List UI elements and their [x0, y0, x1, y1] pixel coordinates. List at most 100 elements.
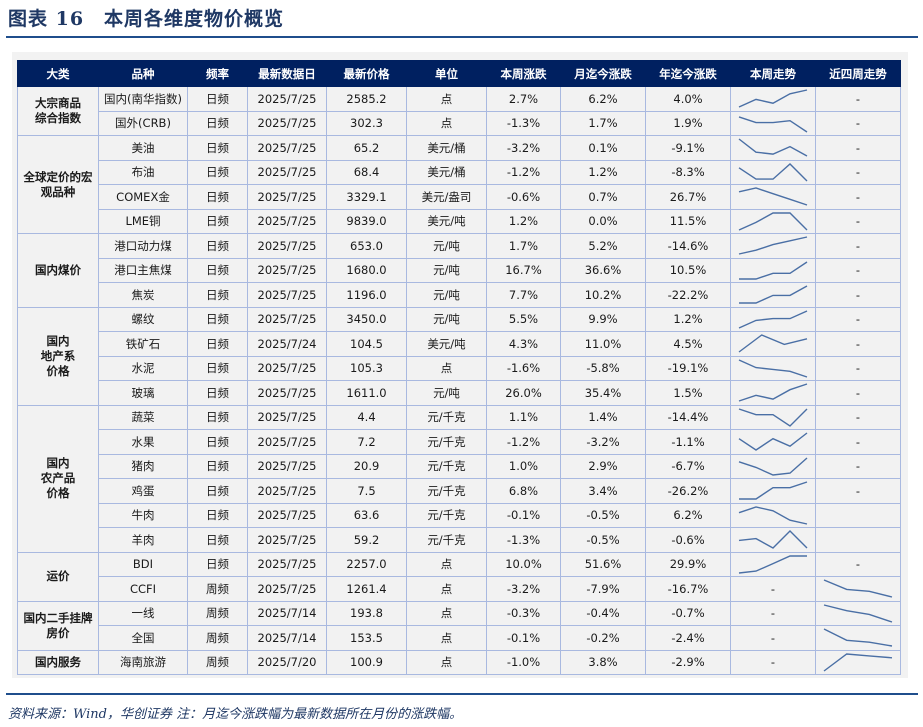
table-row: 水果 日频 2025/7/25 7.2 元/千克 -1.2% -3.2% -1.1% -	[18, 429, 901, 455]
weekly-trend-cell	[730, 135, 816, 161]
four-week-trend-cell: -	[815, 478, 901, 504]
item-cell: 国外(CRB)	[98, 110, 188, 136]
table-row: 全球定价的宏 观品种 美油 日频 2025/7/25 65.2 美元/桶 -3.2% 0.1% -…	[17, 135, 901, 234]
date-cell: 2025/7/25	[247, 453, 327, 479]
sparkline-icon	[823, 628, 893, 647]
weekly-trend-cell	[730, 453, 816, 479]
mtd-change-cell: 0.0%	[560, 208, 646, 234]
frequency-cell: 日频	[187, 355, 248, 381]
weekly-trend-cell	[730, 478, 816, 504]
four-week-trend-cell: -	[815, 551, 901, 577]
date-cell: 2025/7/25	[247, 527, 327, 553]
category-cell: 国内 地产系 价格	[17, 306, 99, 406]
date-cell: 2025/7/25	[247, 576, 327, 602]
ytd-change-cell: 1.9%	[645, 110, 731, 136]
unit-cell: 点	[406, 576, 487, 602]
weekly-change-cell: 26.0%	[486, 380, 561, 406]
mtd-change-cell: 9.9%	[560, 306, 646, 332]
date-cell: 2025/7/25	[247, 159, 327, 185]
ytd-change-cell: 4.0%	[645, 86, 731, 112]
frequency-cell: 周频	[187, 600, 248, 626]
weekly-change-cell: -1.6%	[486, 355, 561, 381]
unit-cell: 点	[406, 625, 487, 651]
four-week-trend-cell: -	[815, 208, 901, 234]
source-note: 资料来源：Wind，华创证券 注：月迄今涨跌幅为最新数据所在月份的涨跌幅。	[8, 707, 463, 722]
price-cell: 1196.0	[326, 282, 407, 308]
category-label-line: 综合指数	[35, 111, 81, 125]
four-week-trend-cell: -	[815, 331, 901, 357]
mtd-change-cell: 6.2%	[560, 86, 646, 112]
price-cell: 65.2	[326, 135, 407, 161]
item-cell: LME铜	[98, 208, 188, 234]
price-cell: 1680.0	[326, 257, 407, 283]
category-label-line: 国内煤价	[35, 262, 81, 277]
sparkline-icon	[738, 187, 808, 206]
date-cell: 2025/7/25	[247, 208, 327, 234]
category-cell: 国内 农产品 价格	[17, 404, 99, 553]
price-cell: 68.4	[326, 159, 407, 185]
col-header-category: 大类	[17, 60, 99, 87]
mtd-change-cell: 10.2%	[560, 282, 646, 308]
price-cell: 153.5	[326, 625, 407, 651]
ytd-change-cell: -0.7%	[645, 600, 731, 626]
four-week-trend-cell: -	[815, 380, 901, 406]
weekly-trend-cell	[730, 551, 816, 577]
sparkline-icon	[738, 555, 807, 574]
weekly-trend-cell	[730, 331, 816, 357]
frequency-cell: 周频	[187, 576, 248, 602]
table-row: 国内二手挂牌 房价 一线 周频 2025/7/14 193.8 点 -0.3% -0.4% -0.…	[17, 600, 901, 651]
frequency-cell: 日频	[187, 86, 248, 112]
price-cell: 3329.1	[326, 184, 407, 210]
weekly-trend-cell	[730, 282, 816, 308]
frequency-cell: 日频	[187, 257, 248, 283]
category-cell: 国内服务	[17, 649, 99, 675]
four-week-trend-cell: -	[815, 355, 901, 381]
weekly-trend-cell	[730, 429, 816, 455]
price-cell: 653.0	[326, 233, 407, 259]
price-cell: 302.3	[326, 110, 407, 136]
table-row: LME铜 日频 2025/7/25 9839.0 美元/吨 1.2% 0.0% 11.5% -	[18, 208, 901, 234]
table-row: 国外(CRB) 日频 2025/7/25 302.3 点 -1.3% 1.7% 1.9% -	[18, 110, 901, 136]
price-cell: 2257.0	[326, 551, 407, 577]
category-label-line: 价格	[46, 486, 70, 500]
sparkline-icon	[823, 653, 893, 672]
table-row: 水泥 日频 2025/7/25 105.3 点 -1.6% -5.8% -19.1% -	[18, 355, 901, 381]
mtd-change-cell: -7.9%	[560, 576, 646, 602]
item-cell: 全国	[98, 625, 188, 651]
frequency-cell: 日频	[187, 478, 248, 504]
unit-cell: 元/吨	[406, 282, 487, 308]
price-cell: 193.8	[326, 600, 407, 626]
item-cell: 一线	[98, 600, 188, 626]
item-cell: COMEX金	[98, 184, 188, 210]
four-week-trend-cell	[815, 649, 901, 675]
footer-divider	[6, 693, 918, 695]
ytd-change-cell: -26.2%	[645, 478, 731, 504]
price-cell: 105.3	[326, 355, 407, 381]
price-cell: 1611.0	[326, 380, 407, 406]
unit-cell: 美元/吨	[406, 208, 487, 234]
sparkline-icon	[738, 457, 808, 476]
frequency-cell: 日频	[187, 233, 248, 259]
table-row: 大宗商品 综合指数 国内(南华指数) 日频 2025/7/25 2585.2 点 2.7% 6.…	[17, 86, 901, 136]
unit-cell: 元/吨	[406, 380, 487, 406]
item-cell: 鸡蛋	[98, 478, 188, 504]
sparkline-icon	[738, 432, 808, 452]
date-cell: 2025/7/25	[247, 429, 327, 455]
price-overview-table: 大类 品种 频率 最新数据日 最新价格 单位 本周涨跌 月迄今涨跌 年迄今涨跌 …	[17, 60, 901, 675]
ytd-change-cell: 11.5%	[645, 208, 731, 234]
mtd-change-cell: 3.4%	[560, 478, 646, 504]
mtd-change-cell: -0.4%	[560, 600, 646, 626]
weekly-trend-cell: -	[730, 576, 816, 602]
item-cell: 螺纹	[98, 306, 188, 332]
table-row: CCFI 周频 2025/7/25 1261.4 点 -3.2% -7.9% -16.7% -	[18, 576, 901, 602]
sparkline-icon	[738, 162, 808, 182]
weekly-change-cell: 10.0%	[486, 551, 561, 577]
date-cell: 2025/7/25	[247, 355, 327, 381]
col-header-weekly-change: 本周涨跌	[486, 60, 561, 87]
item-cell: BDI	[98, 551, 188, 577]
frequency-cell: 日频	[187, 527, 248, 553]
weekly-trend-cell: -	[730, 649, 816, 675]
weekly-trend-cell	[730, 355, 816, 381]
sparkline-icon	[738, 359, 808, 378]
mtd-change-cell: 1.4%	[560, 404, 646, 430]
